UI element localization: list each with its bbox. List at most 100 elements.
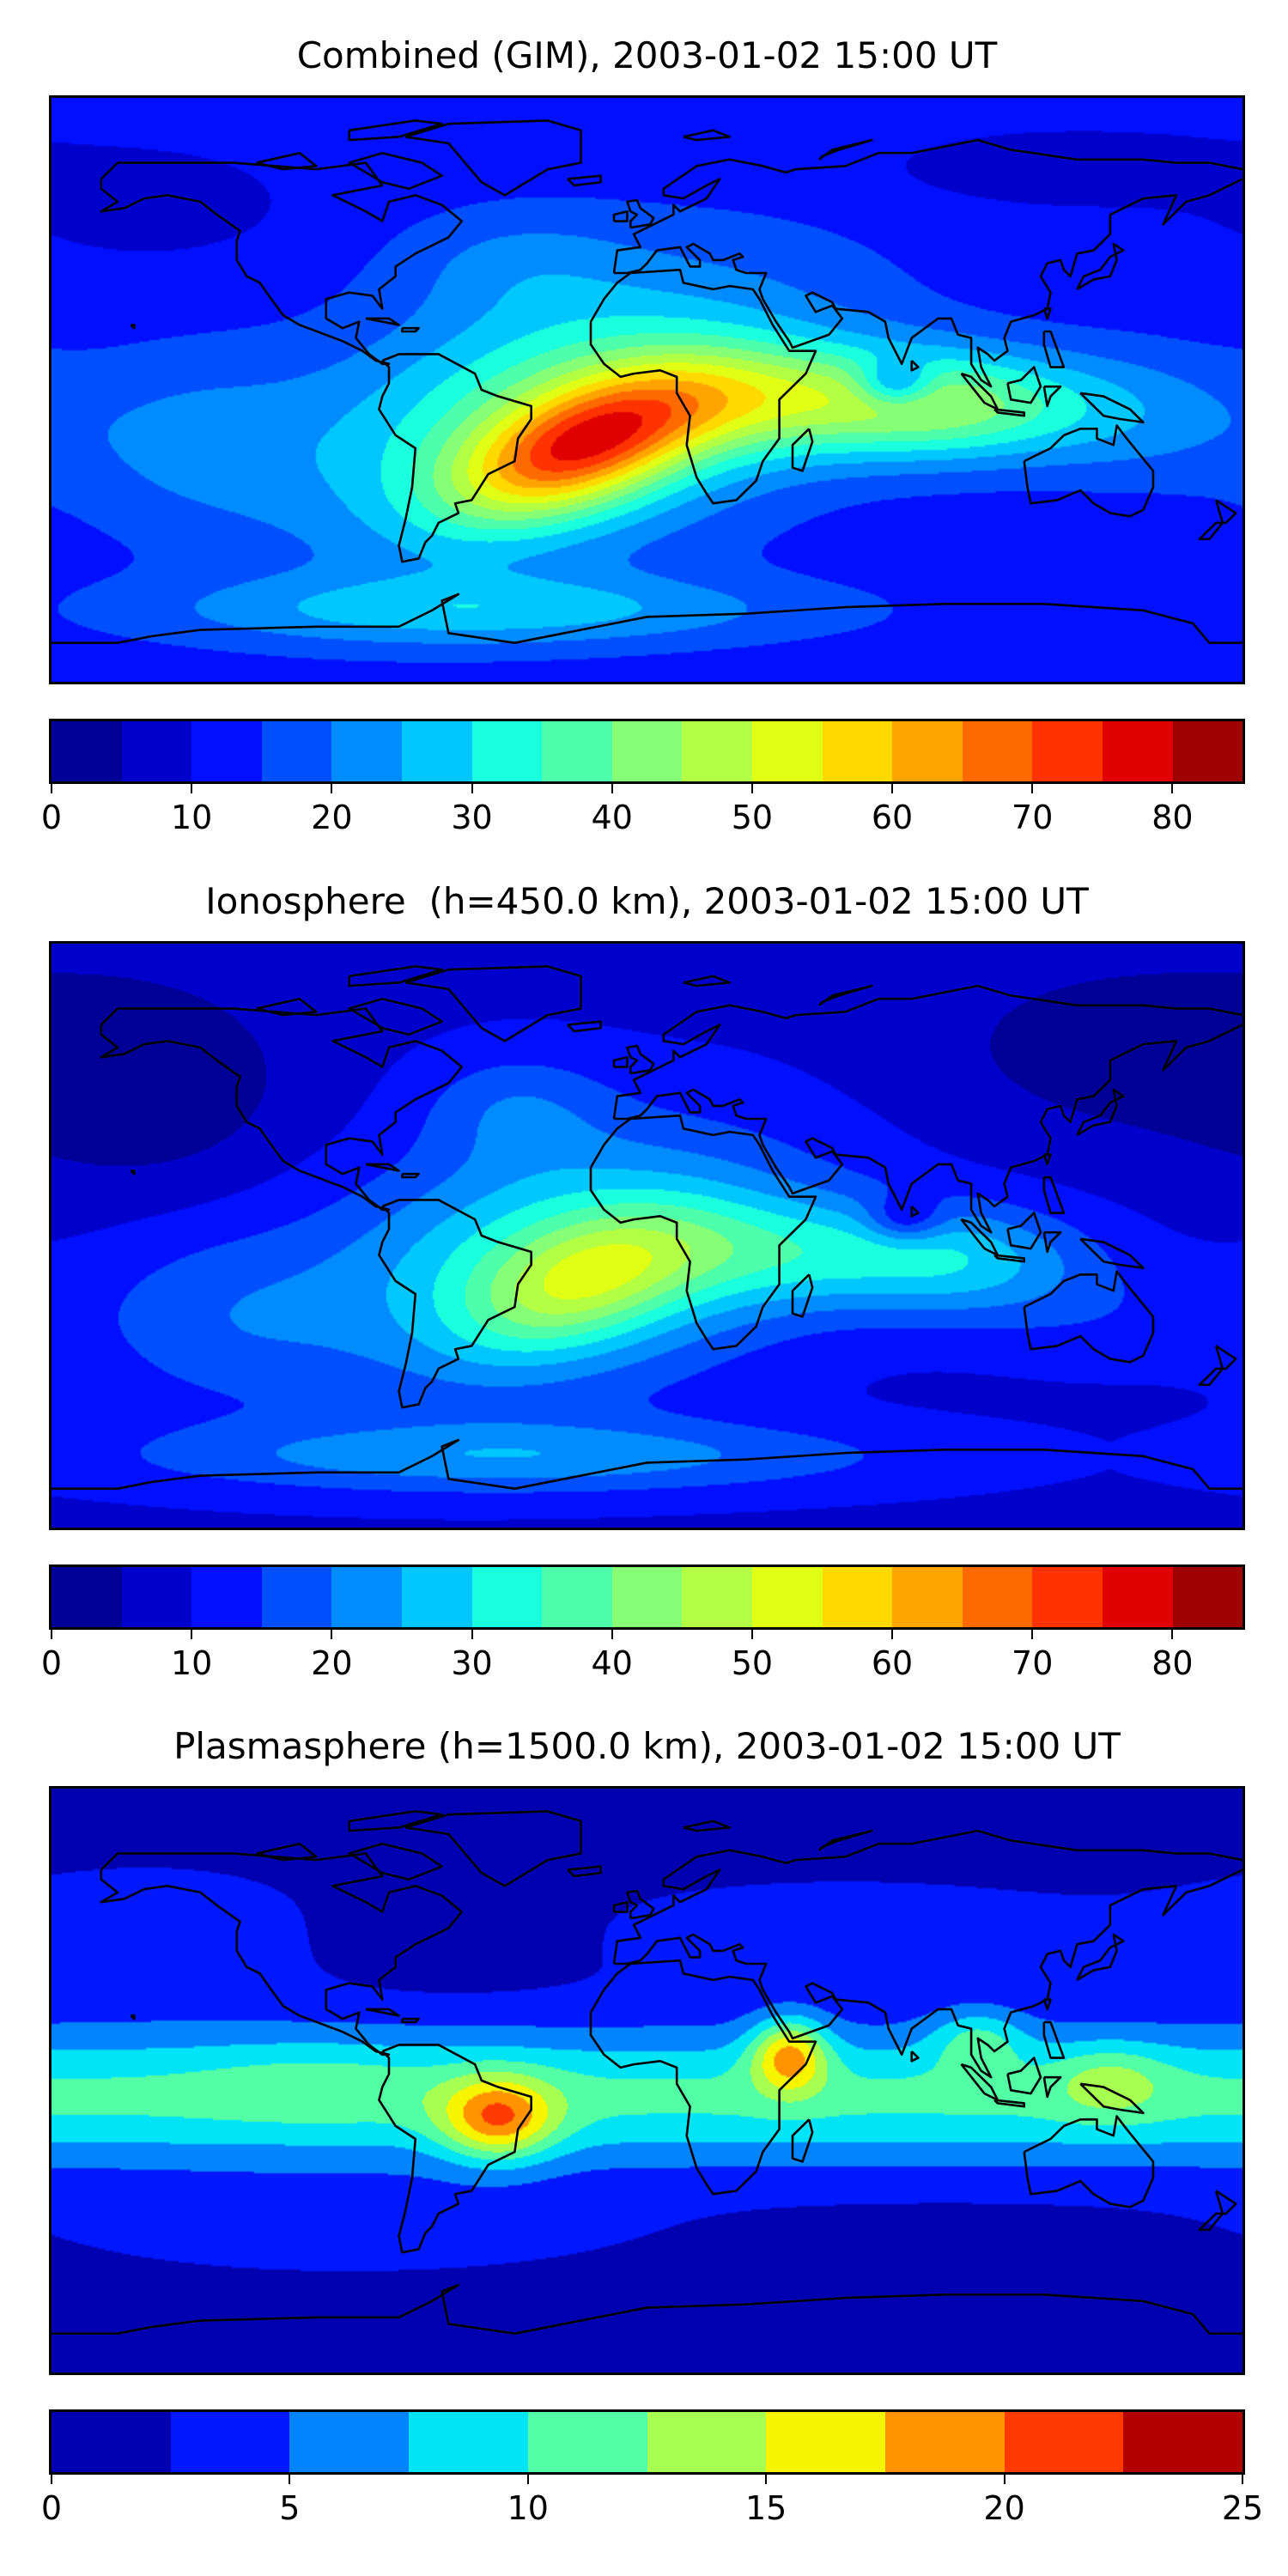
- colorbar-tick-mark: [331, 1627, 333, 1639]
- coastline: [1044, 1232, 1060, 1252]
- colorbar: [49, 2409, 1245, 2475]
- colorbar-segment: [542, 721, 612, 781]
- coastline: [683, 976, 730, 986]
- coastline: [1200, 2190, 1236, 2229]
- coastline: [1077, 244, 1123, 289]
- coastline: [614, 211, 627, 221]
- colorbar-tick-label: 10: [507, 2489, 549, 2527]
- coastline: [131, 2015, 134, 2019]
- colorbar-segment: [409, 2412, 528, 2472]
- colorbar-segment: [191, 721, 262, 781]
- coastline: [994, 2100, 1024, 2107]
- coastline: [994, 410, 1024, 416]
- colorbar-tick-label: 60: [871, 1644, 914, 1682]
- coastline: [402, 2019, 418, 2022]
- coastline: [1024, 1272, 1153, 1363]
- coastline: [627, 1891, 653, 1918]
- coastline: [52, 594, 1242, 643]
- coastline: [1044, 1155, 1051, 1164]
- colorbar-tick-mark: [289, 2472, 291, 2484]
- panel-title: Combined (GIM), 2003-01-02 15:00 UT: [296, 34, 998, 76]
- coastline: [366, 2009, 399, 2016]
- coastline: [614, 140, 1242, 273]
- colorbar-segment: [121, 721, 192, 781]
- coastline: [101, 1009, 462, 1210]
- coastline: [1044, 2077, 1060, 2097]
- colorbar-segment: [52, 1567, 122, 1627]
- colorbar-tick-label: 10: [170, 799, 213, 836]
- coastline: [614, 179, 1242, 386]
- colorbar-tick-mark: [611, 781, 613, 793]
- coastline: [257, 999, 316, 1015]
- colorbar-segment: [751, 1567, 823, 1627]
- colorbar-ticks: 0 5 10 15 20 25: [41, 2472, 1263, 2527]
- colorbar-segment: [1172, 1567, 1243, 1627]
- colorbar-tick-label: 40: [591, 1644, 633, 1682]
- coastline: [962, 2064, 998, 2100]
- coastline: [349, 999, 442, 1035]
- coastline: [1007, 1213, 1041, 1249]
- colorbar-tick-label: 70: [1012, 1644, 1054, 1682]
- colorbar-segment: [331, 721, 402, 781]
- coastline: [683, 1821, 730, 1831]
- coastline: [994, 1255, 1024, 1262]
- coastline: [1080, 1239, 1143, 1268]
- colorbar-segment: [331, 1567, 402, 1627]
- coastline: [402, 1174, 418, 1177]
- colorbar-tick-mark: [1242, 2472, 1243, 2484]
- colorbar-segment: [471, 721, 543, 781]
- colorbar-tick-mark: [611, 1627, 613, 1639]
- coastline: [1044, 2022, 1064, 2058]
- colorbar-segment: [892, 721, 963, 781]
- coastlines: [52, 944, 1242, 1528]
- coastline: [405, 120, 580, 195]
- colorbar-tick-mark: [750, 1627, 753, 1639]
- colorbar-tick-mark: [750, 781, 753, 793]
- colorbar-segment: [52, 2412, 171, 2472]
- colorbar-tick-label: 80: [1151, 799, 1194, 836]
- panel-title: Ionosphere (h=450.0 km), 2003-01-02 15:0…: [205, 880, 1089, 922]
- plasmasphere-panel: Plasmasphere (h=1500.0 km), 2003-01-02 1…: [0, 1691, 1288, 2537]
- coastline: [912, 2051, 919, 2061]
- colorbar-segment: [611, 1567, 683, 1627]
- colorbar-segment: [682, 1567, 752, 1627]
- colorbar-tick-label: 50: [731, 799, 774, 836]
- colorbar-segment: [892, 1567, 963, 1627]
- colorbar-segment: [751, 721, 823, 781]
- coastline: [793, 428, 812, 471]
- colorbar: [49, 719, 1245, 784]
- coastline: [912, 361, 919, 370]
- colorbar-segment: [647, 2412, 767, 2472]
- colorbar-segment: [962, 1567, 1033, 1627]
- coastline: [1024, 426, 1153, 517]
- colorbar-ticks: 0 10 20 30 40 50 60 70 80: [41, 1627, 1242, 1682]
- colorbar-tick-label: 50: [731, 1644, 774, 1682]
- coastline: [52, 1440, 1242, 1489]
- colorbar-segment: [401, 1567, 472, 1627]
- colorbar-tick-mark: [1031, 781, 1034, 793]
- colorbar-tick-mark: [51, 1627, 52, 1639]
- colorbar-segment: [261, 1567, 332, 1627]
- coastlines: [52, 1789, 1242, 2372]
- coastline: [793, 1274, 812, 1316]
- colorbar-segment: [1004, 2412, 1124, 2472]
- coastline: [1044, 1177, 1064, 1213]
- coastline: [101, 163, 462, 364]
- colorbar-tick-label: 20: [311, 799, 353, 836]
- coastline: [1077, 1935, 1123, 1980]
- coastline: [568, 1867, 601, 1876]
- colorbar-tick-label: 40: [591, 799, 633, 836]
- coastline: [591, 270, 816, 503]
- coastline: [962, 374, 998, 410]
- colorbar-segment: [884, 2412, 1005, 2472]
- coastline: [683, 131, 730, 140]
- coastline: [568, 1022, 601, 1031]
- coastline: [614, 1024, 1242, 1232]
- colorbar-segment: [170, 2412, 290, 2472]
- colorbar-segment: [1032, 1567, 1103, 1627]
- coastline: [793, 2119, 812, 2161]
- coastline: [1200, 500, 1236, 538]
- colorbar-tick-mark: [526, 2472, 529, 2484]
- coastline: [1080, 393, 1143, 422]
- coastline: [614, 1057, 627, 1066]
